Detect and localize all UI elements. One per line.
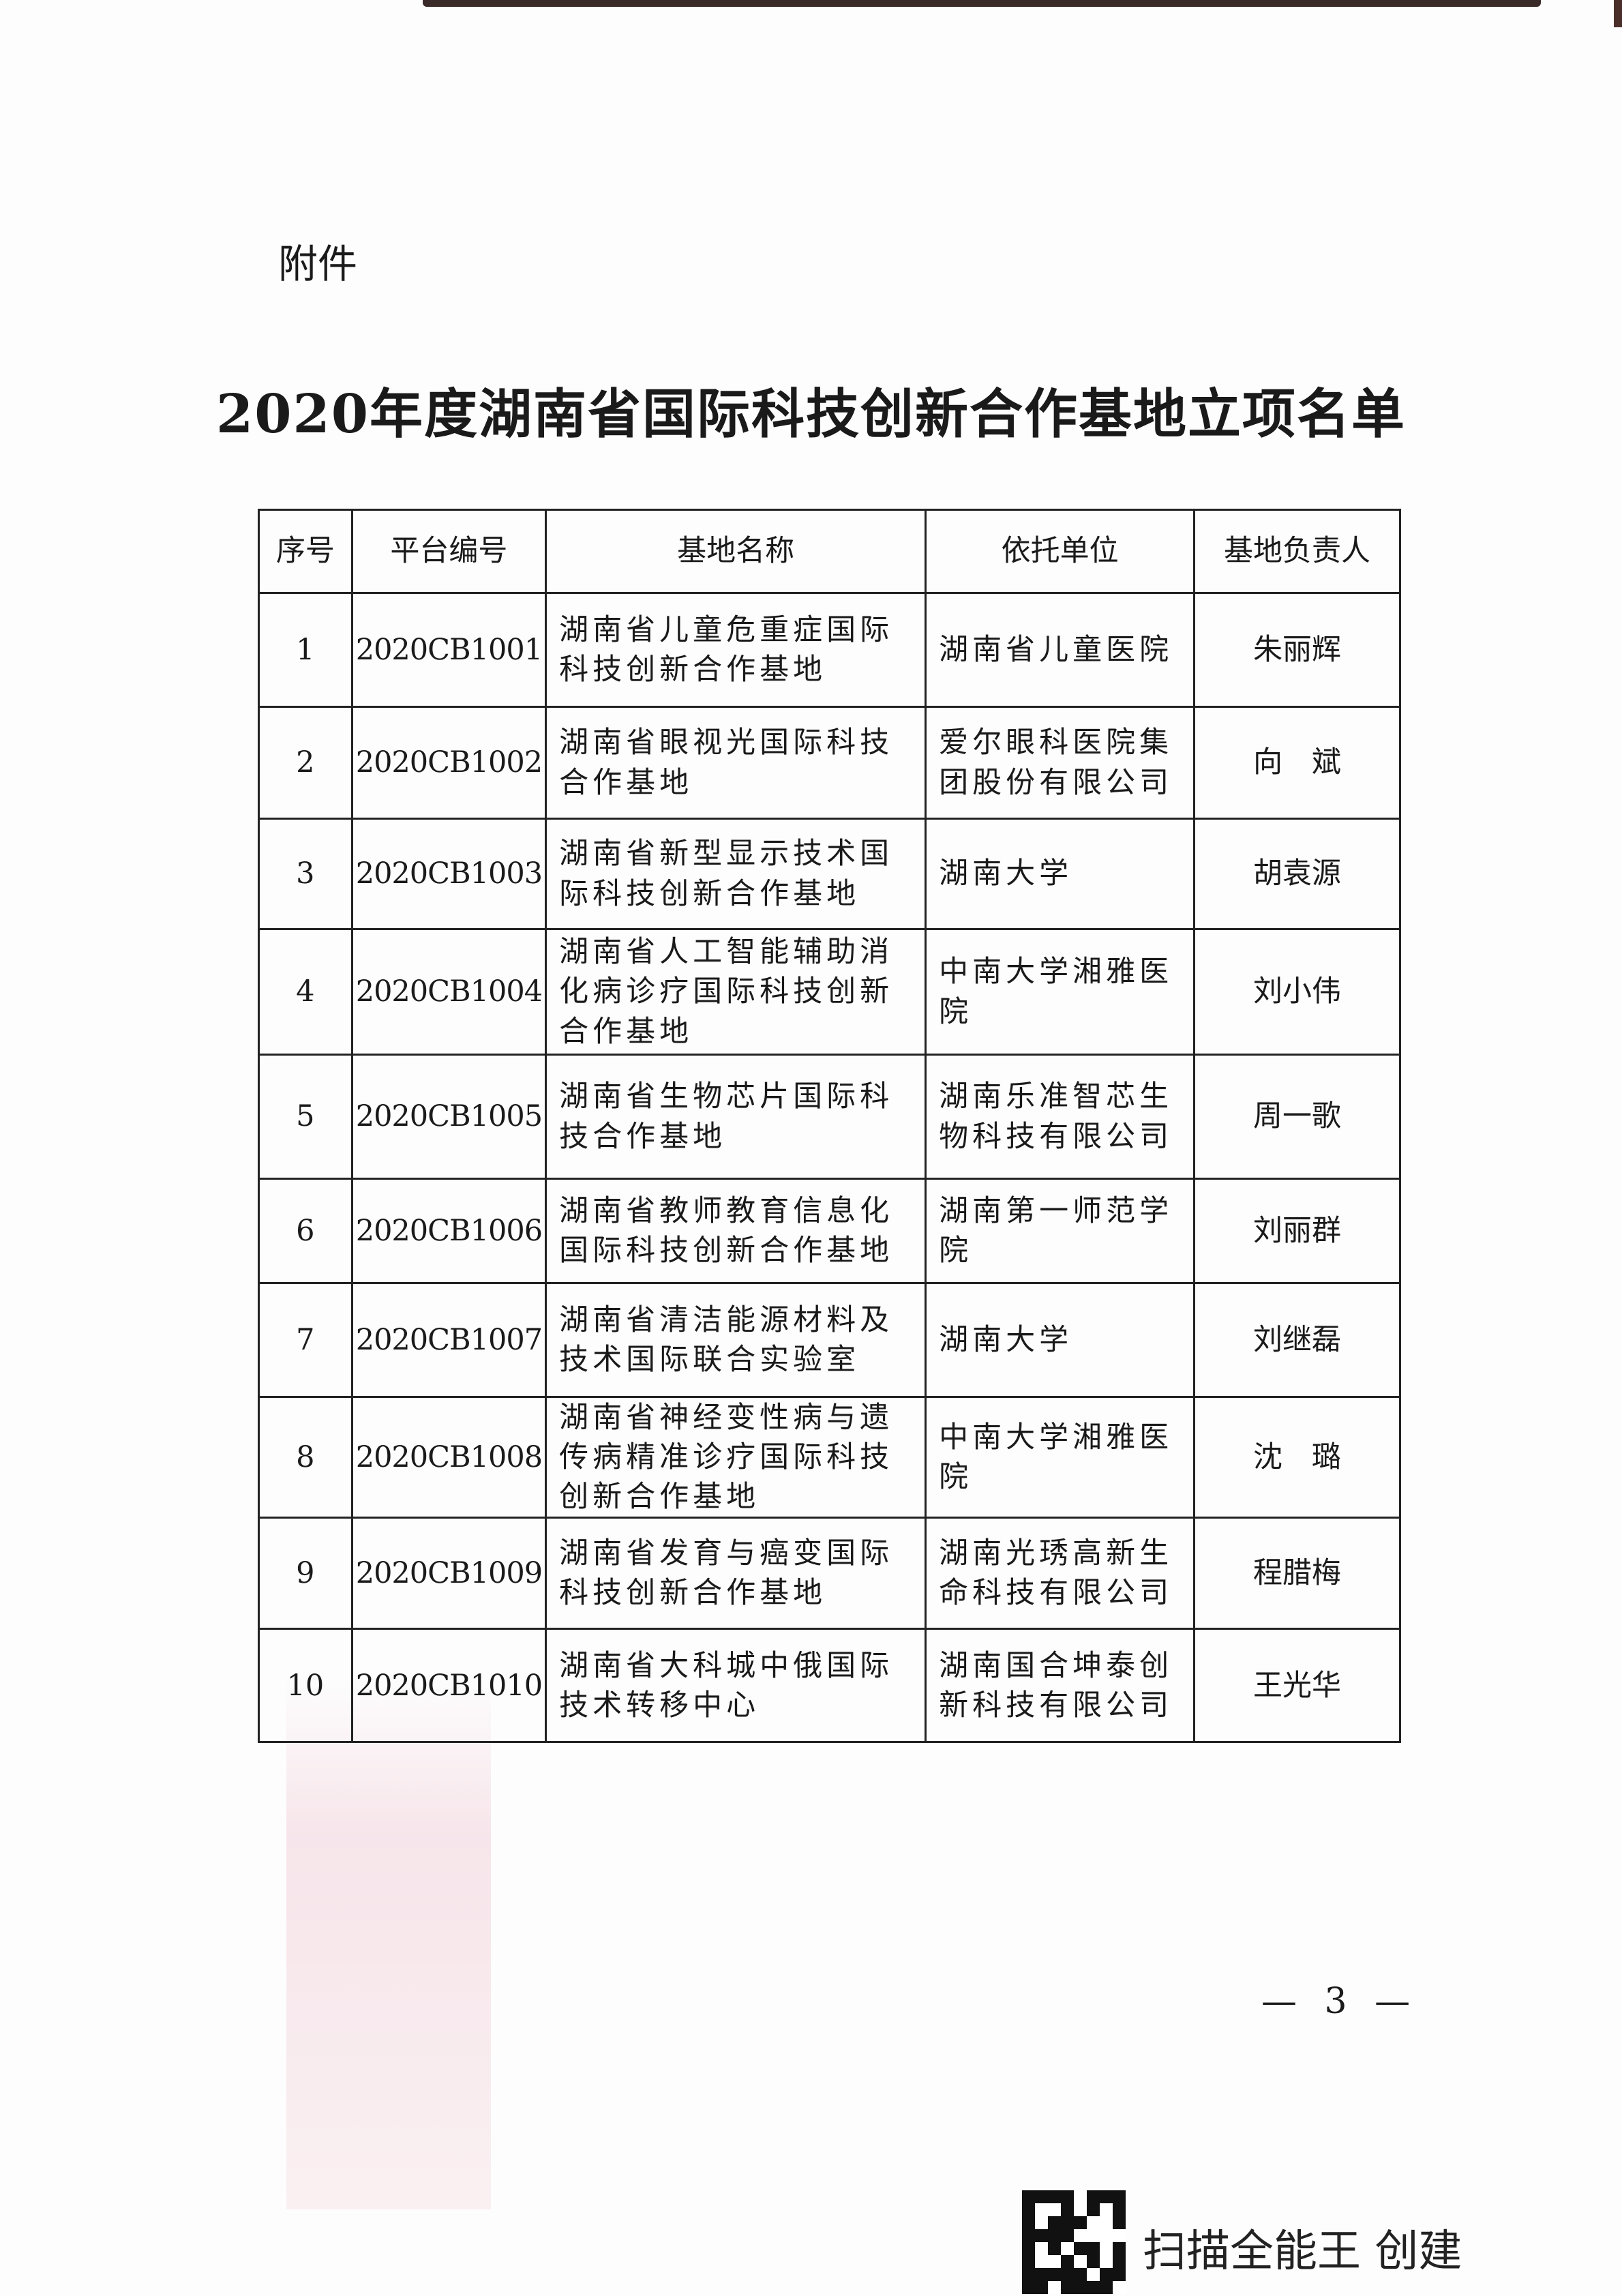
base-leader: 胡袁源 [1193,818,1401,930]
platform-code: 2020CB1001 [350,592,547,708]
row-number: 9 [258,1517,353,1630]
row-number: 1 [258,592,353,708]
table-row: 7 2020CB1007 湖南省清洁能源材料及技术国际联合实验室 湖南大学 刘继磊 [258,1282,1401,1398]
scan-top-edge [423,0,1541,7]
base-name: 湖南省发育与癌变国际科技创新合作基地 [545,1517,927,1630]
row-number: 7 [258,1282,353,1398]
base-leader: 程腊梅 [1193,1517,1401,1630]
platform-code: 2020CB1002 [350,706,547,820]
table-row: 4 2020CB1004 湖南省人工智能辅助消化病诊疗国际科技创新合作基地 中南大学湘… [258,928,1401,1056]
base-name: 湖南省眼视光国际科技合作基地 [545,706,927,820]
base-leader: 周一歌 [1193,1054,1401,1180]
platform-code: 2020CB1009 [350,1517,547,1630]
header-name: 基地名称 [545,509,927,594]
host-unit: 湖南国合坤泰创新科技有限公司 [925,1628,1196,1744]
platform-code: 2020CB1010 [350,1628,547,1744]
platform-code: 2020CB1007 [350,1282,547,1398]
scan-right-edge [1614,0,1622,27]
paper-stain [286,1678,491,2209]
header-leader: 基地负责人 [1193,509,1401,594]
table-row: 10 2020CB1010 湖南省大科城中俄国际技术转移中心 湖南国合坤泰创新科技有限… [258,1628,1401,1744]
platform-code: 2020CB1005 [350,1054,547,1180]
platform-code: 2020CB1006 [350,1178,547,1284]
base-leader: 刘小伟 [1193,928,1401,1056]
base-name: 湖南省新型显示技术国际科技创新合作基地 [545,818,927,930]
table-header-row: 序号 平台编号 基地名称 依托单位 基地负责人 [258,509,1401,594]
base-leader: 王光华 [1193,1628,1401,1744]
table-row: 9 2020CB1009 湖南省发育与癌变国际科技创新合作基地 湖南光琇高新生命科技有… [258,1517,1401,1630]
project-list-table: 序号 平台编号 基地名称 依托单位 基地负责人 1 2020CB1001 湖南省儿童… [258,509,1401,1744]
base-leader: 刘继磊 [1193,1282,1401,1398]
row-number: 10 [258,1628,353,1744]
host-unit: 湖南光琇高新生命科技有限公司 [925,1517,1196,1630]
row-number: 5 [258,1054,353,1180]
base-name: 湖南省生物芯片国际科技合作基地 [545,1054,927,1180]
host-unit: 湖南大学 [925,818,1196,930]
watermark-text: 扫描全能王 创建 [1143,2226,1462,2277]
row-number: 8 [258,1395,353,1519]
host-unit: 中南大学湘雅医院 [925,1395,1196,1519]
table-row: 5 2020CB1005 湖南省生物芯片国际科技合作基地 湖南乐准智芯生物科技有限公司… [258,1054,1401,1180]
table-row: 1 2020CB1001 湖南省儿童危重症国际科技创新合作基地 湖南省儿童医院 朱丽辉 [258,592,1401,708]
base-leader: 沈 璐 [1193,1395,1401,1519]
table-row: 8 2020CB1008 湖南省神经变性病与遗传病精准诊疗国际科技创新合作基地 中南大… [258,1395,1401,1519]
row-number: 2 [258,706,353,820]
qr-code-icon [1022,2190,1126,2294]
page-number: — 3 — [1261,1981,1419,2022]
base-name: 湖南省大科城中俄国际技术转移中心 [545,1628,927,1744]
row-number: 6 [258,1178,353,1284]
header-unit: 依托单位 [925,509,1196,594]
base-name: 湖南省教师教育信息化国际科技创新合作基地 [545,1178,927,1284]
platform-code: 2020CB1008 [350,1395,547,1519]
table-row: 6 2020CB1006 湖南省教师教育信息化国际科技创新合作基地 湖南第一师范学院刘… [258,1178,1401,1284]
row-number: 3 [258,818,353,930]
base-leader: 向 斌 [1193,706,1401,820]
host-unit: 湖南第一师范学院 [925,1178,1196,1284]
platform-code: 2020CB1004 [350,928,547,1056]
document-title: 2020年度湖南省国际科技创新合作基地立项名单 [215,383,1407,445]
host-unit: 爱尔眼科医院集团股份有限公司 [925,706,1196,820]
attachment-label: 附件 [278,241,358,287]
table-row: 3 2020CB1003 湖南省新型显示技术国际科技创新合作基地 湖南大学 胡袁源 [258,818,1401,930]
base-leader: 朱丽辉 [1193,592,1401,708]
table-row: 2 2020CB1002 湖南省眼视光国际科技合作基地 爱尔眼科医院集团股份有限公司向… [258,706,1401,820]
base-name: 湖南省人工智能辅助消化病诊疗国际科技创新合作基地 [545,928,927,1056]
base-leader: 刘丽群 [1193,1178,1401,1284]
header-no: 序号 [258,509,353,594]
host-unit: 湖南大学 [925,1282,1196,1398]
host-unit: 湖南省儿童医院 [925,592,1196,708]
host-unit: 湖南乐准智芯生物科技有限公司 [925,1054,1196,1180]
base-name: 湖南省清洁能源材料及技术国际联合实验室 [545,1282,927,1398]
platform-code: 2020CB1003 [350,818,547,930]
host-unit: 中南大学湘雅医院 [925,928,1196,1056]
base-name: 湖南省儿童危重症国际科技创新合作基地 [545,592,927,708]
base-name: 湖南省神经变性病与遗传病精准诊疗国际科技创新合作基地 [545,1395,927,1519]
row-number: 4 [258,928,353,1056]
header-code: 平台编号 [350,509,547,594]
